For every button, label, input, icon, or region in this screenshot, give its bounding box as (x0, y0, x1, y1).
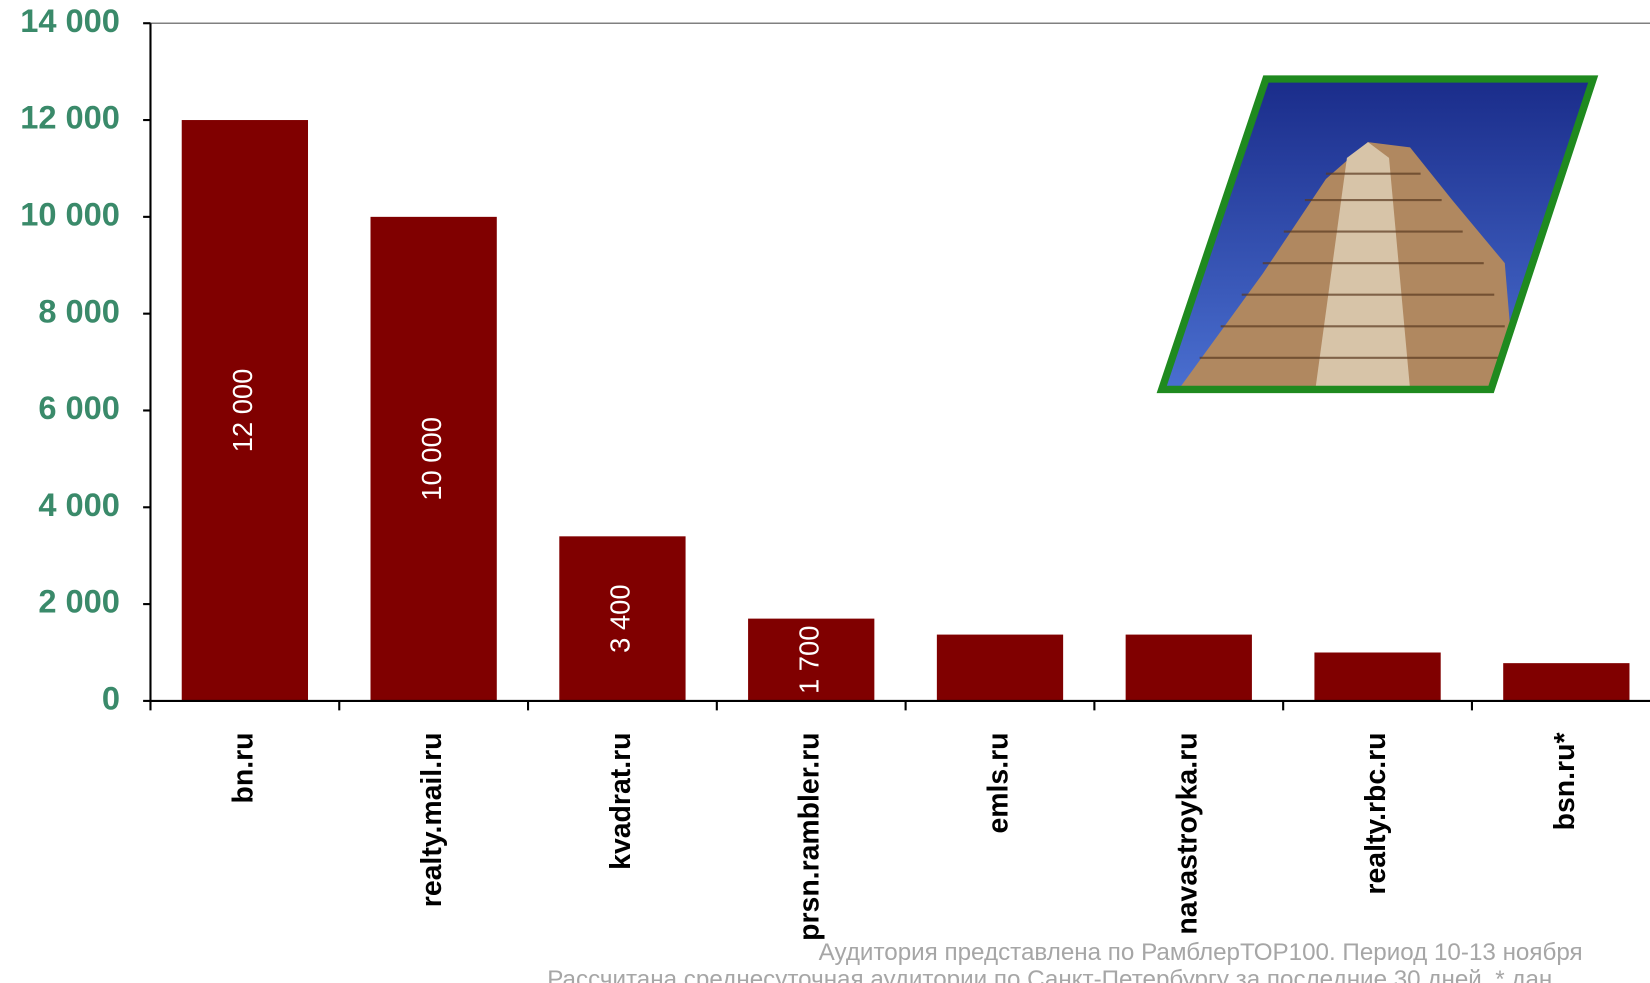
footnote: Аудитория представлена по РамблерТОР100.… (819, 939, 1583, 966)
bar (1503, 663, 1630, 701)
x-tick-label: bn.ru (227, 732, 259, 803)
value-label: 3 400 (605, 584, 636, 652)
picture (1156, 75, 1599, 394)
value-label: 12 000 (227, 369, 258, 453)
bar (1125, 634, 1252, 701)
bar (370, 216, 497, 701)
y-tick-label: 6 000 (38, 389, 120, 426)
bar (748, 618, 875, 701)
y-tick-label: 8 000 (38, 292, 120, 329)
y-tick-label: 12 000 (20, 99, 120, 136)
value-label: 10 000 (416, 417, 447, 501)
bar (936, 634, 1064, 701)
bar (559, 536, 686, 701)
x-tick-label: realty.rbc.ru (1360, 732, 1392, 894)
footnote: Рассчитана среднесуточная аудитории по С… (547, 966, 1552, 983)
y-tick-label: 14 000 (20, 2, 120, 39)
x-tick-label: bsn.ru* (1549, 732, 1581, 831)
y-tick-label: 2 000 (38, 583, 120, 620)
y-tick-label: 4 000 (38, 486, 120, 523)
x-tick-label: navastroyka.ru (1171, 732, 1203, 934)
bar (1314, 652, 1441, 701)
x-tick-label: realty.mail.ru (416, 732, 448, 907)
x-tick-label: kvadrat.ru (605, 732, 637, 869)
value-label: 1 700 (793, 626, 824, 694)
y-tick-label: 0 (102, 680, 120, 717)
x-tick-label: emls.ru (982, 732, 1014, 833)
bar (181, 120, 309, 701)
x-tick-label: prsn.rambler.ru (794, 732, 826, 940)
y-tick-label: 10 000 (20, 195, 120, 232)
